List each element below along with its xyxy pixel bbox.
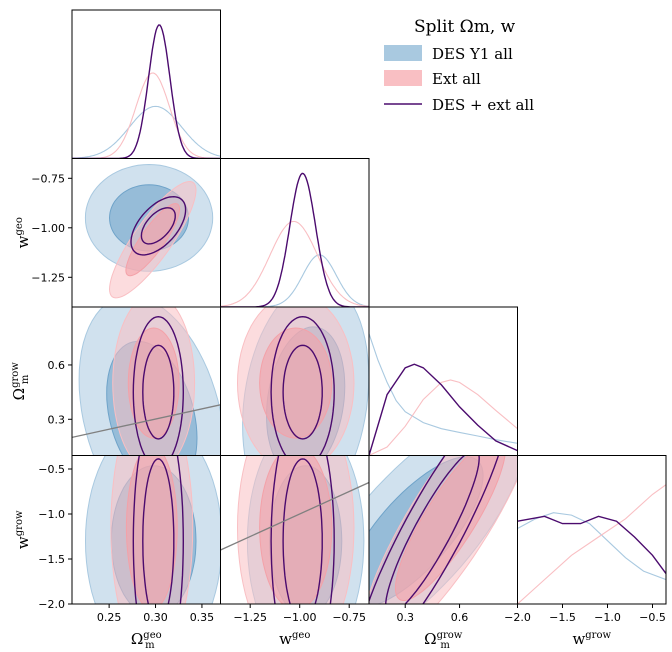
panel-frame-3-3 bbox=[517, 455, 667, 605]
legend-title: Split Ωm, w bbox=[414, 17, 516, 37]
x-tick-label: −0.75 bbox=[332, 611, 366, 624]
y-tick-label: −1.25 bbox=[31, 271, 65, 284]
x-tick-label: −1.5 bbox=[549, 611, 576, 624]
marginal-curve-ext-all bbox=[220, 220, 369, 307]
x-tick-label: 0.6 bbox=[451, 611, 469, 624]
marginal-curve-des-ext-all bbox=[517, 515, 666, 575]
x-axis-label-w-geo: wgeo bbox=[279, 630, 310, 648]
reference-line bbox=[220, 481, 369, 551]
x-tick-label: 0.35 bbox=[190, 611, 215, 624]
marginal-m-grow bbox=[369, 333, 518, 456]
contour-68-des-ext-all bbox=[142, 458, 175, 604]
legend: Split Ωm, w DES Y1 all Ext all DES + ext… bbox=[384, 17, 534, 114]
y-tick-label: −1.0 bbox=[38, 508, 65, 521]
x-axis-label-omega-geo: Ωgeo m bbox=[131, 630, 162, 651]
contour-68-ext-all bbox=[125, 455, 178, 604]
contour-panel-m-geo-w-grow bbox=[84, 455, 221, 604]
legend-swatch-des bbox=[384, 45, 422, 61]
marginal-curve-des-ext-all bbox=[220, 172, 369, 307]
marginal-m-geo bbox=[72, 24, 221, 159]
y-tick-label: −1.00 bbox=[31, 222, 65, 235]
contour-95-des-ext-all bbox=[130, 195, 187, 256]
y-tick-label: −2.0 bbox=[38, 598, 65, 611]
y-tick-label: 0.3 bbox=[48, 413, 66, 426]
marginal-w-grow bbox=[517, 484, 666, 604]
contour-68-des-ext-all bbox=[282, 344, 323, 440]
y-axis-label-w-geo: wgeo bbox=[14, 217, 32, 248]
contour-68-des-ext-all bbox=[142, 344, 175, 440]
x-tick-label: 0.25 bbox=[97, 611, 122, 624]
panel-frame-2-2 bbox=[368, 306, 518, 456]
panel-frame-0-0 bbox=[71, 9, 221, 159]
marginal-curve-ext-all bbox=[517, 484, 666, 604]
marginal-curve-des-y1-all bbox=[220, 254, 369, 307]
contour-68-ext-all bbox=[259, 455, 333, 604]
y-tick-label: −0.75 bbox=[31, 172, 65, 185]
legend-swatch-ext bbox=[384, 70, 422, 86]
contour-panel-m-grow-w-grow bbox=[369, 455, 518, 604]
contour-panel-w-geo-w-grow bbox=[236, 455, 365, 604]
contour-68-des-ext-all bbox=[385, 455, 480, 604]
panels: 0.25 0.30 0.35 −1.25 −1.00 −0.75 0.3 0.6 −2.0 −1.… bbox=[10, 9, 667, 651]
x-axis-label-omega-grow: Ωgrow m bbox=[424, 630, 463, 651]
contour-68-ext-all bbox=[259, 327, 333, 439]
contour-95-des-ext-all bbox=[132, 315, 185, 456]
marginal-curve-des-ext-all bbox=[72, 24, 221, 159]
panel-frame-1-1 bbox=[220, 158, 370, 308]
legend-label-ext: Ext all bbox=[432, 70, 481, 88]
legend-label-des: DES Y1 all bbox=[432, 45, 513, 63]
x-axis-label-w-grow: wgrow bbox=[572, 630, 611, 648]
y-tick-label: −0.5 bbox=[38, 463, 65, 476]
x-tick-label: 0.30 bbox=[143, 611, 168, 624]
contour-95-des-ext-all bbox=[132, 455, 185, 604]
contour-95-des-ext-all bbox=[369, 455, 500, 604]
contour-68-des-ext-all bbox=[140, 207, 176, 245]
contour-95-des-ext-all bbox=[270, 455, 335, 604]
y-tick-label: −1.5 bbox=[38, 553, 65, 566]
x-tick-label: −0.5 bbox=[639, 611, 666, 624]
reference-line bbox=[72, 404, 221, 439]
contour-68-ext-all bbox=[394, 455, 506, 601]
reference-line-group bbox=[220, 481, 369, 551]
marginal-curve-des-y1-all bbox=[72, 105, 221, 159]
marginal-curve-des-ext-all bbox=[369, 363, 518, 456]
contour-panel-m-geo-w-geo bbox=[84, 163, 214, 299]
marginal-w-geo bbox=[220, 172, 369, 307]
x-tick-label: −2.0 bbox=[504, 611, 531, 624]
y-axis-label-omega-grow: Ωgrowm bbox=[10, 362, 31, 401]
contour-panel-m-geo-m-grow bbox=[78, 307, 221, 456]
legend-label-comb: DES + ext all bbox=[432, 96, 534, 114]
marginal-curve-ext-all bbox=[369, 379, 518, 456]
contour-panel-w-geo-m-grow bbox=[236, 307, 369, 456]
reference-line-group bbox=[72, 404, 221, 439]
x-tick-label: 0.3 bbox=[396, 611, 414, 624]
y-axis-label-w-grow: wgrow bbox=[14, 510, 32, 549]
contour-95-des-ext-all bbox=[270, 315, 335, 456]
x-tick-label: −1.0 bbox=[594, 611, 621, 624]
y-tick-label: 0.6 bbox=[48, 359, 66, 372]
x-tick-label: −1.00 bbox=[283, 611, 317, 624]
contour-68-des-ext-all bbox=[282, 458, 323, 604]
marginal-curve-des-y1-all bbox=[369, 333, 518, 444]
x-tick-label: −1.25 bbox=[233, 611, 267, 624]
